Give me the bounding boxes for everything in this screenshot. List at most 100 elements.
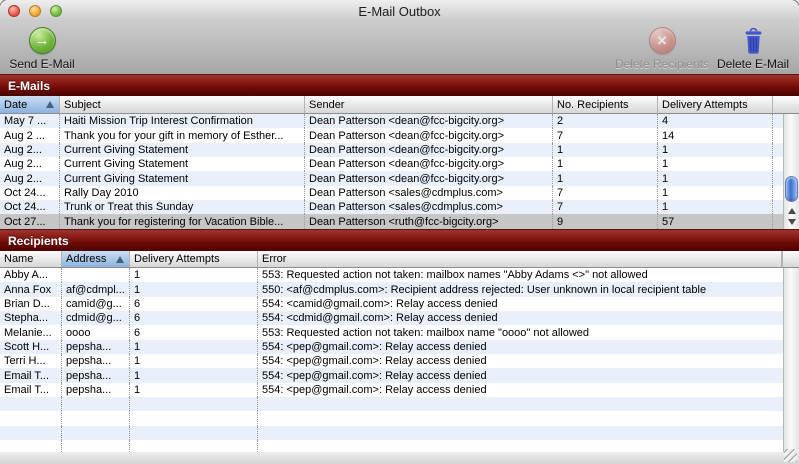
empty-row — [0, 440, 799, 452]
sort-ascending-icon — [116, 255, 124, 263]
emails-table-header: Date Subject Sender No. Recipients Deliv… — [0, 96, 799, 114]
emails-section-title: E-Mails — [8, 79, 51, 93]
empty-row — [0, 411, 799, 426]
recipient-row[interactable]: Brian D... camid@g... 6 554: <camid@gmail.c… — [0, 296, 799, 312]
send-email-label: Send E-Mail — [9, 57, 75, 71]
column-header-filler — [773, 96, 799, 114]
cell-attempts: 14 — [658, 128, 773, 143]
cell-address: pepsha... — [62, 382, 130, 398]
delete-recipients-label: Delete Recipients — [614, 57, 710, 71]
column-header-sender[interactable]: Sender — [305, 96, 553, 114]
column-header-address[interactable]: Address — [62, 251, 130, 268]
trash-icon — [743, 27, 764, 54]
column-header-error[interactable]: Error — [258, 251, 782, 268]
email-row[interactable]: Oct 24... Rally Day 2010 Dean Patterson <s… — [0, 185, 799, 201]
recipients-scrollbar[interactable] — [783, 268, 799, 452]
cell-date: Aug 2... — [0, 142, 60, 158]
emails-section-header: E-Mails — [0, 74, 799, 96]
close-button[interactable] — [8, 5, 20, 17]
column-header-no-recipients[interactable]: No. Recipients — [553, 96, 658, 114]
cell-name: Anna Fox — [0, 282, 62, 297]
cell-attempts: 4 — [658, 114, 773, 129]
email-row[interactable]: Oct 24... Trunk or Treat this Sunday Dean … — [0, 200, 799, 215]
cell-error — [258, 426, 799, 440]
recipient-row[interactable]: Terri H... pepsha... 1 554: <pep@gmail.com>… — [0, 354, 799, 369]
recipient-row[interactable]: Abby A... 1 553: Requested action not take… — [0, 268, 799, 283]
cell-attempts — [130, 425, 258, 441]
cell-name — [0, 397, 62, 412]
cell-date: Aug 2... — [0, 157, 60, 172]
email-row[interactable]: Aug 2... Current Giving Statement Dean Pat… — [0, 142, 799, 158]
title-bar: E-Mail Outbox — [0, 0, 799, 22]
email-row[interactable]: May 7 ... Haiti Mission Trip Interest Con… — [0, 114, 799, 129]
cell-recipients: 7 — [553, 200, 658, 215]
cell-error: 553: Requested action not taken: mailbox… — [262, 326, 590, 339]
email-row[interactable]: Aug 2... Current Giving Statement Dean Pat… — [0, 157, 799, 172]
cell-name: Brian D... — [0, 296, 62, 312]
cell-attempts: 1 — [658, 171, 773, 186]
cell-attempts: 1 — [130, 368, 258, 383]
cell-attempts: 1 — [130, 339, 258, 355]
zoom-button[interactable] — [50, 5, 62, 17]
cell-subject: Rally Day 2010 — [60, 185, 305, 201]
recipient-row[interactable]: Email T... pepsha... 1 554: <pep@gmail.com>… — [0, 382, 799, 398]
emails-scrollbar-thumb[interactable] — [785, 176, 798, 202]
recipient-row[interactable]: Email T... pepsha... 1 554: <pep@gmail.com>… — [0, 368, 799, 383]
column-header-subject[interactable]: Subject — [60, 96, 305, 114]
cell-address: pepsha... — [62, 339, 130, 355]
column-header-name[interactable]: Name — [0, 251, 62, 268]
emails-scrollbar[interactable] — [783, 114, 799, 229]
email-row[interactable]: Aug 2... Current Giving Statement Dean Pat… — [0, 171, 799, 186]
scroll-down-button[interactable] — [784, 216, 799, 228]
cell-address: camid@g... — [62, 296, 130, 312]
recipients-section-title: Recipients — [8, 234, 69, 248]
cell-name: Stepha... — [0, 311, 62, 326]
cell-address: af@cdmpl... — [62, 282, 130, 297]
cell-recipients: 9 — [553, 214, 658, 229]
cell-recipients: 7 — [553, 128, 658, 143]
email-row[interactable]: Aug 2 ... Thank you for your gift in memo… — [0, 128, 799, 143]
cell-attempts: 1 — [130, 268, 258, 283]
recipients-section-header: Recipients — [0, 229, 799, 251]
column-header-delivery-attempts[interactable]: Delivery Attempts — [130, 251, 258, 268]
cell-address — [62, 440, 130, 452]
cell-attempts: 1 — [130, 354, 258, 369]
cell-name: Email T... — [0, 382, 62, 398]
recipient-row[interactable]: Scott H... pepsha... 1 554: <pep@gmail.com>… — [0, 339, 799, 355]
resize-grip[interactable] — [784, 449, 797, 462]
cell-error: 550: <af@cdmplus.com>: Recipient address… — [262, 283, 707, 296]
delete-recipients-button[interactable]: × Delete Recipients — [612, 27, 712, 71]
cell-date: Oct 27... — [0, 214, 60, 229]
recipients-table-body: Abby A... 1 553: Requested action not take… — [0, 268, 799, 452]
minimize-button[interactable] — [29, 5, 41, 17]
cell-recipients: 1 — [553, 142, 658, 158]
cell-error — [258, 440, 799, 452]
cell-subject: Current Giving Statement — [60, 142, 305, 158]
send-email-button[interactable]: → Send E-Mail — [8, 27, 76, 71]
cell-address — [62, 425, 130, 441]
cell-error: 554: <pep@gmail.com>: Relay access denie… — [262, 383, 487, 396]
cell-address: cdmid@g... — [62, 311, 130, 326]
email-row[interactable]: Oct 27... Thank you for registering for V… — [0, 214, 799, 229]
cell-address — [62, 397, 130, 412]
cell-attempts: 1 — [658, 142, 773, 158]
recipient-row[interactable]: Melanie... oooo 6 553: Requested action not… — [0, 325, 799, 340]
cell-date: Oct 24... — [0, 185, 60, 201]
column-header-delivery-attempts[interactable]: Delivery Attempts — [658, 96, 773, 114]
emails-table-body: May 7 ... Haiti Mission Trip Interest Con… — [0, 114, 799, 229]
cell-subject: Current Giving Statement — [60, 171, 305, 186]
cell-error: 554: <pep@gmail.com>: Relay access denie… — [262, 340, 487, 353]
cell-name: Melanie... — [0, 325, 62, 340]
cell-error — [258, 397, 799, 411]
sort-ascending-icon — [46, 101, 54, 108]
scroll-up-button[interactable] — [784, 205, 799, 217]
cell-date: Aug 2 ... — [0, 128, 60, 143]
recipient-row[interactable]: Anna Fox af@cdmpl... 1 550: <af@cdmplus.com… — [0, 282, 799, 297]
recipient-row[interactable]: Stepha... cdmid@g... 6 554: <cdmid@gmail.co… — [0, 311, 799, 326]
column-header-date[interactable]: Date — [0, 96, 60, 114]
cell-name: Abby A... — [0, 268, 62, 283]
cell-subject: Thank you for your gift in memory of Est… — [60, 128, 305, 143]
delete-email-button[interactable]: Delete E-Mail — [712, 27, 794, 71]
cell-recipients: 1 — [553, 171, 658, 186]
